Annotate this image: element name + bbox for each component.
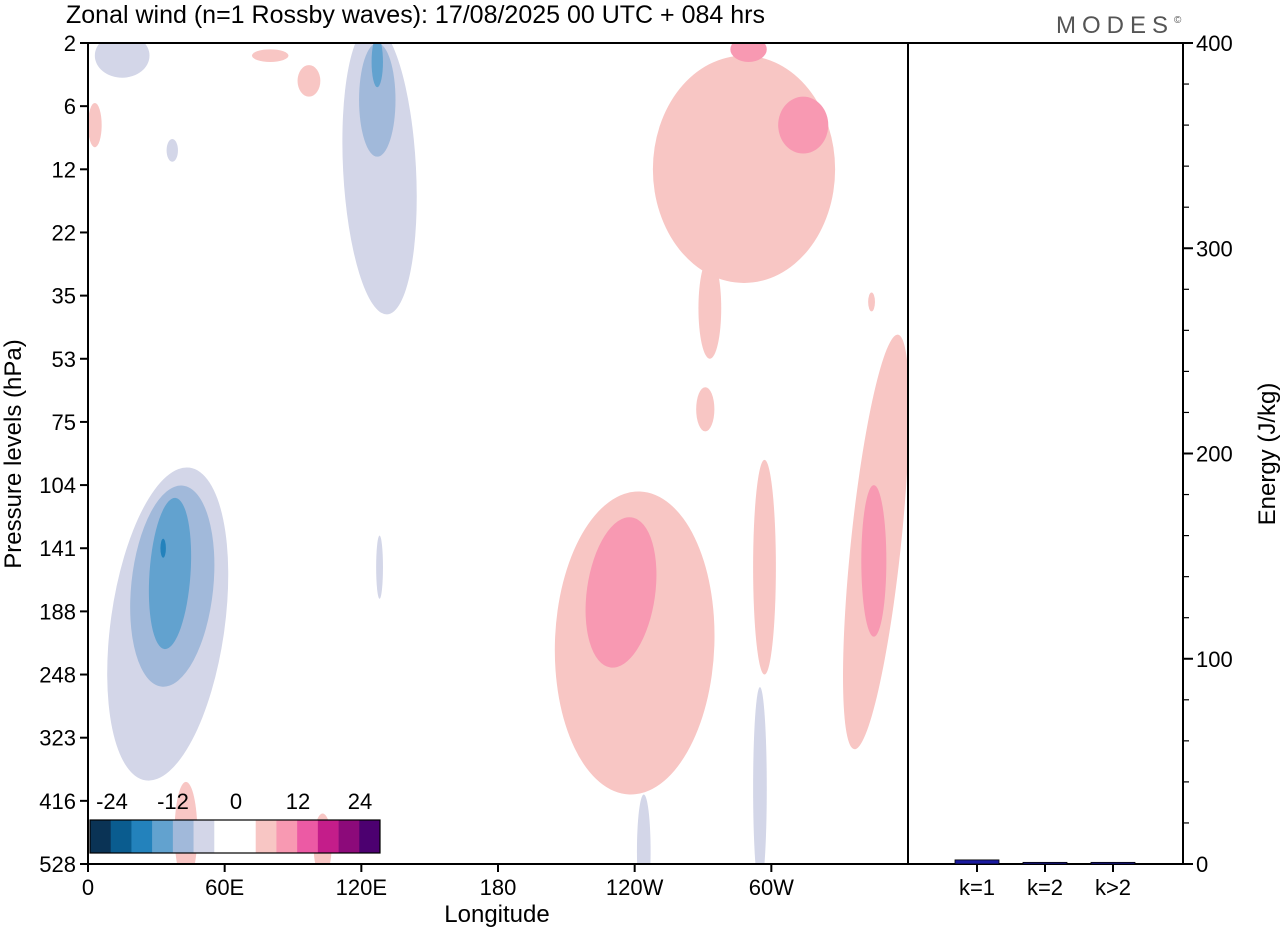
- colorbar-swatch-1: [110, 820, 132, 853]
- y-tick-label-248: 248: [39, 663, 76, 688]
- colorbar: -24 -12 0 12 24: [89, 789, 381, 854]
- colorbar-swatch-10: [297, 820, 319, 853]
- y-tick-label-75: 75: [52, 410, 76, 435]
- bar-label-k=1: k=1: [959, 875, 995, 900]
- contour-region-positive-24: [252, 49, 289, 62]
- colorbar-swatch-4: [172, 820, 194, 853]
- contour-region-negative-8: [166, 138, 178, 162]
- modes-logo-mark: ©: [1174, 15, 1187, 26]
- x-tick-label-60E: 60E: [205, 875, 244, 900]
- y-tick-label-53: 53: [52, 347, 76, 372]
- colorbar-swatch-2: [131, 820, 153, 853]
- chart-title: Zonal wind (n=1 Rossby waves): 17/08/202…: [66, 1, 765, 29]
- contour-region-positive-14: [585, 517, 657, 668]
- contour-region-positive-15: [652, 55, 836, 283]
- y-tick-label-141: 141: [39, 536, 76, 561]
- y-tick-label-2: 2: [64, 31, 76, 56]
- colorbar-swatch-6: [214, 820, 236, 853]
- y-tick-label-104: 104: [39, 473, 76, 498]
- x-tick-label-60W: 60W: [749, 875, 794, 900]
- colorbar-swatch-12: [338, 820, 360, 853]
- colorbar-label-1: -12: [157, 789, 189, 814]
- contour-region-negative-2: [148, 497, 192, 650]
- colorbar-swatch-3: [152, 820, 174, 853]
- modes-logo: MODES©: [1056, 12, 1187, 39]
- contour-region-positive-17: [730, 43, 767, 62]
- contour-region-positive-25: [88, 102, 102, 148]
- colorbar-label-4: 24: [348, 789, 372, 814]
- contour-region-positive-19: [861, 485, 887, 637]
- energy-tick-label-400: 400: [1196, 31, 1233, 56]
- contour-region-positive-21: [698, 257, 722, 359]
- bar-label-k=2: k=2: [1027, 875, 1063, 900]
- colorbar-swatch-13: [359, 820, 381, 853]
- x-axis-label: Longitude: [444, 901, 549, 928]
- colorbar-label-3: 12: [286, 789, 310, 814]
- colorbar-frame: [89, 819, 381, 854]
- contour-region-negative-11: [753, 687, 767, 864]
- contour-plot: [88, 43, 908, 864]
- energy-bar-k>2: [1090, 861, 1136, 865]
- contour-region-negative-3: [160, 538, 166, 558]
- y-tick-label-528: 528: [39, 852, 76, 877]
- y-tick-label-416: 416: [39, 789, 76, 814]
- energy-axis-label: Energy (J/kg): [1254, 383, 1280, 526]
- colorbar-label-0: -24: [96, 789, 128, 814]
- contour-region-negative-5: [359, 43, 396, 157]
- y-tick-label-188: 188: [39, 599, 76, 624]
- bar-label-k>2: k>2: [1095, 875, 1131, 900]
- colorbar-swatch-11: [317, 820, 339, 853]
- energy-bar-chart: 0 100 200 300 400 Energy (J/kg) k=1 k=2 k>2: [908, 31, 1280, 900]
- y-tick-label-323: 323: [39, 726, 76, 751]
- x-tick-label-0: 0: [82, 875, 94, 900]
- energy-bar-k=1: [954, 859, 1000, 865]
- y-tick-label-6: 6: [64, 94, 76, 119]
- energy-bar-k=2: [1022, 861, 1068, 865]
- x-tick-label-180: 180: [480, 875, 517, 900]
- contour-region-positive-26: [868, 292, 875, 312]
- colorbar-swatch-9: [276, 820, 298, 853]
- contour-region-negative-6: [371, 43, 383, 88]
- contour-region-positive-22: [696, 387, 715, 432]
- x-tick-label-120E: 120E: [336, 875, 387, 900]
- colorbar-swatch-5: [193, 820, 215, 853]
- colorbar-swatch-7: [235, 820, 257, 853]
- x-tick-label-120W: 120W: [606, 875, 664, 900]
- colorbar-swatch-0: [90, 820, 112, 853]
- contour-region-positive-20: [753, 459, 776, 675]
- modes-logo-text: MODES: [1056, 12, 1174, 39]
- colorbar-swatch-8: [255, 820, 277, 853]
- energy-tick-label-100: 100: [1196, 647, 1233, 672]
- y-tick-label-12: 12: [52, 157, 76, 182]
- y-tick-label-35: 35: [52, 284, 76, 309]
- energy-tick-label-300: 300: [1196, 236, 1233, 261]
- energy-tick-label-0: 0: [1196, 852, 1208, 877]
- contour-region-negative-10: [636, 794, 651, 864]
- colorbar-label-2: 0: [230, 789, 242, 814]
- energy-tick-label-200: 200: [1196, 442, 1233, 467]
- contour-region-positive-23: [297, 65, 321, 97]
- contour-region-negative-7: [94, 43, 150, 78]
- y-tick-label-22: 22: [52, 220, 76, 245]
- contour-region-negative-9: [376, 535, 383, 599]
- y-axis-label: Pressure levels (hPa): [0, 339, 27, 568]
- contour-region-positive-16: [778, 96, 829, 154]
